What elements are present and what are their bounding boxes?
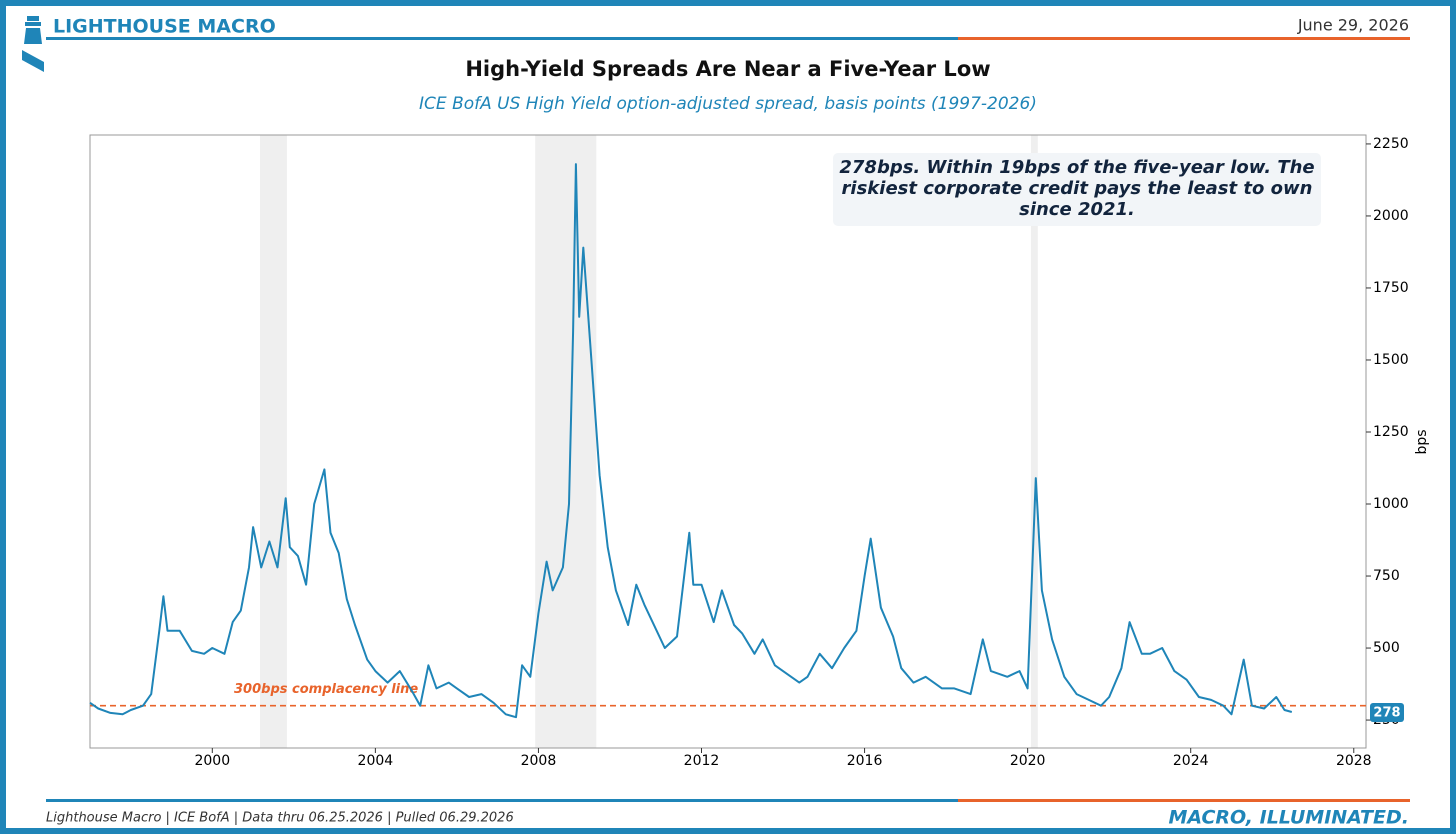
x-tick-label: 2008 <box>521 753 557 769</box>
x-tick-label: 2004 <box>358 753 394 769</box>
y-tick-label: 2000 <box>1373 208 1409 224</box>
x-tick-label: 2012 <box>684 753 720 769</box>
recession-band <box>535 135 597 748</box>
chart-title: High-Yield Spreads Are Near a Five-Year … <box>465 57 990 81</box>
plot-frame <box>89 134 1367 749</box>
footer-source: Lighthouse Macro | ICE BofA | Data thru … <box>46 811 514 826</box>
end-label-box <box>1370 702 1404 722</box>
recession-band <box>1030 135 1038 748</box>
recession-band <box>259 135 287 748</box>
date: June 29, 2026 <box>1297 16 1409 35</box>
chart-subtitle: ICE BofA US High Yield option-adjusted s… <box>419 94 1037 114</box>
x-tick-label: 2000 <box>194 753 230 769</box>
y-tick-label: 1500 <box>1373 352 1409 368</box>
y-tick-label: 1750 <box>1373 280 1409 296</box>
x-tick-label: 2020 <box>1010 753 1046 769</box>
tagline: MACRO, ILLUMINATED. <box>1168 807 1409 829</box>
y-tick-label: 2250 <box>1373 136 1409 152</box>
logo <box>22 16 44 72</box>
y-tick-label: 750 <box>1373 568 1400 584</box>
annotation: 278bps. Within 19bps of the five-year lo… <box>833 153 1321 226</box>
y-tick-label: 500 <box>1373 640 1400 656</box>
x-tick-label: 2028 <box>1336 753 1372 769</box>
reference-label: 300bps complacency line <box>234 682 418 697</box>
series-line <box>89 163 1293 719</box>
y-tick-label: 1250 <box>1373 424 1409 440</box>
end-label: 278 <box>1373 705 1400 720</box>
y-axis-label: bps <box>1414 429 1430 454</box>
brand: LIGHTHOUSE MACRO <box>53 16 276 38</box>
y-tick-label: 1000 <box>1373 496 1409 512</box>
x-tick-label: 2016 <box>847 753 883 769</box>
x-tick-label: 2024 <box>1173 753 1209 769</box>
